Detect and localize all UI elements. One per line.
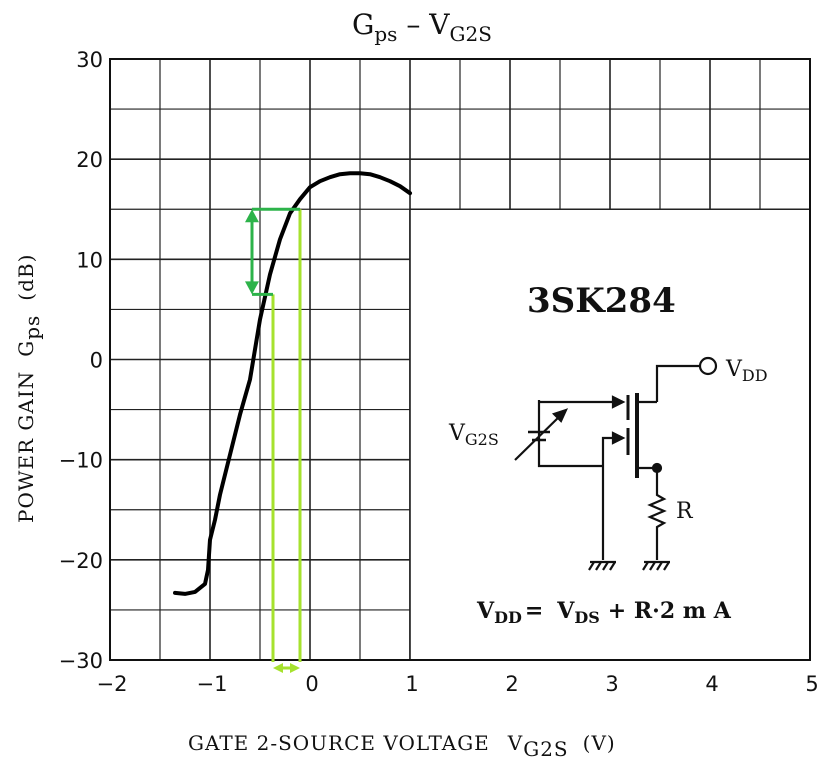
y-tick-label: 0: [90, 349, 103, 373]
vdd-terminal: [698, 356, 718, 376]
vdd-label: VDD: [725, 357, 768, 385]
x-tick-labels: −2 −1 0 1 2 3 4 5: [97, 672, 819, 696]
y-axis-label: POWER GAINGps(dB): [14, 254, 44, 523]
x-tick-label: 3: [605, 672, 618, 696]
gain-arrow-head-up: [245, 209, 259, 223]
x-tick-label: 4: [705, 672, 718, 696]
chart-title: Gps – VG2S: [352, 8, 492, 46]
part-number: 3SK284: [527, 281, 676, 321]
drain-wire: [655, 364, 700, 402]
x-tick-label: 2: [505, 672, 518, 696]
inset-background: [410, 209, 810, 660]
vg2s-label: VG2S: [448, 421, 499, 449]
x-tick-label: 1: [405, 672, 418, 696]
resistor: [647, 490, 667, 560]
vdd-formula: VDD = VDS + R·2 m A: [476, 598, 732, 627]
ground-left-icon: [588, 560, 616, 571]
x-tick-label: 0: [305, 672, 318, 696]
variable-arrow-head: [551, 408, 569, 423]
gate2-arrow: [611, 431, 626, 445]
series-line: [173, 171, 412, 596]
y-tick-label: 20: [76, 148, 103, 172]
series-layer: [173, 171, 412, 596]
inset-panel: [409, 208, 810, 660]
y-tick-label: −20: [59, 549, 103, 573]
voltage-arrow-head-left: [273, 663, 283, 674]
plot-border: [109, 58, 811, 661]
y-tick-label: −30: [59, 649, 103, 673]
circuit-schematic: [514, 356, 718, 571]
voltage-arrow-head-right: [290, 663, 300, 674]
x-tick-label: −2: [97, 672, 128, 696]
source-node: [651, 462, 663, 474]
x-tick-label: 5: [805, 672, 818, 696]
gain-arrow-head-down: [245, 281, 259, 295]
x-axis-label: GATE 2-SOURCE VOLTAGE VG2S (V): [188, 731, 616, 761]
y-tick-label: 30: [76, 48, 103, 72]
gate1-arrow: [611, 395, 626, 409]
ground-right-icon: [642, 560, 670, 571]
y-tick-label: 10: [76, 248, 103, 272]
y-tick-labels: 30 20 10 0 −10 −20 −30: [59, 48, 103, 673]
vg2s-loop: [537, 400, 603, 468]
plot-frame: [109, 58, 811, 661]
resistor-label: R: [676, 499, 694, 524]
x-tick-label: −1: [197, 672, 228, 696]
y-tick-label: −10: [59, 449, 103, 473]
variable-arrow-line: [514, 412, 564, 461]
annotation-arrows: [245, 207, 300, 674]
guide-lines: [271, 209, 302, 662]
